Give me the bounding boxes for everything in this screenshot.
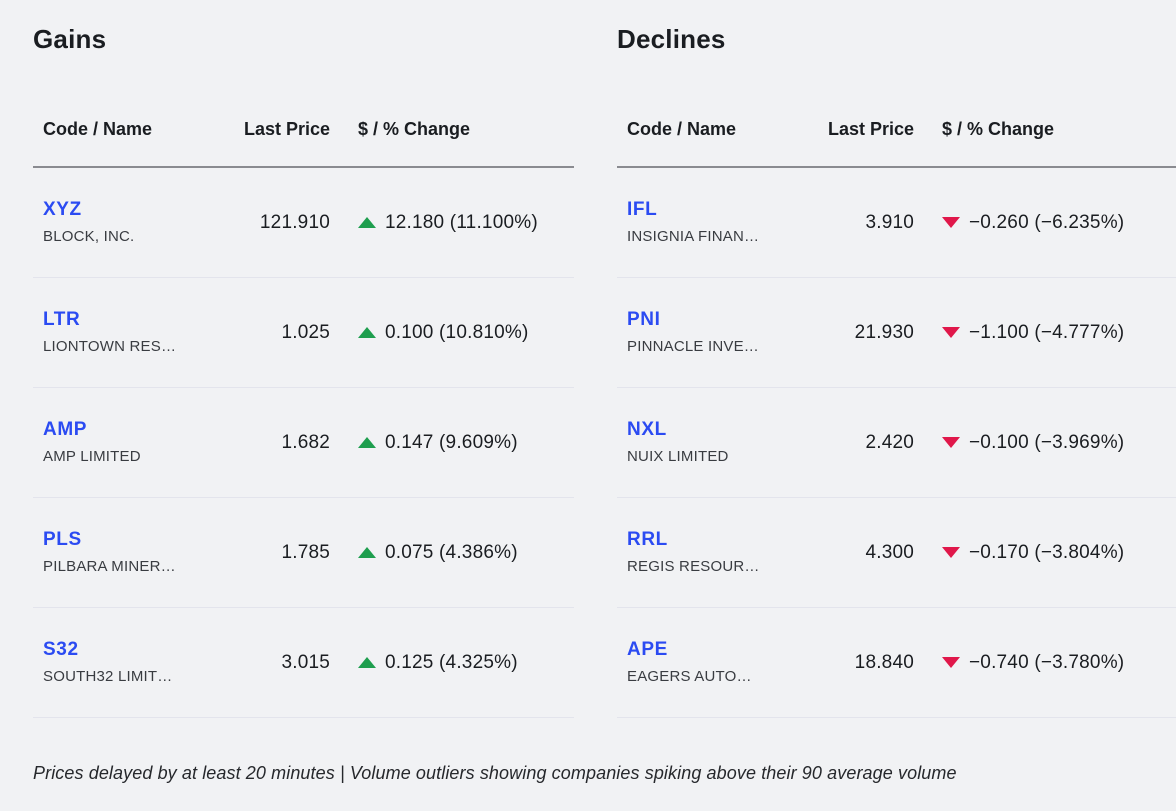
- last-price-value: 1.682: [281, 431, 330, 453]
- declines-column-headers: Code / Name Last Price $ / % Change: [617, 119, 1176, 169]
- ticker-code-link[interactable]: APE: [627, 639, 668, 661]
- column-header-last-price: Last Price: [827, 119, 914, 140]
- triangle-up-icon: [358, 327, 376, 339]
- triangle-up-icon: [358, 547, 376, 559]
- company-name: AMP LIMITED: [43, 448, 141, 466]
- last-price-value: 18.840: [854, 651, 914, 673]
- ticker-code-link[interactable]: AMP: [43, 419, 88, 441]
- triangle-up-icon: [358, 657, 376, 669]
- table-row[interactable]: XYZ BLOCK, INC. 121.910 12.180 (11.100%): [33, 168, 574, 279]
- triangle-down-icon: [942, 657, 960, 669]
- gains-table: Gains Code / Name Last Price $ / % Chang…: [33, 0, 574, 719]
- company-name: REGIS RESOUR…: [627, 558, 760, 576]
- company-name: PILBARA MINER…: [43, 558, 176, 576]
- last-price-value: 121.910: [259, 211, 330, 233]
- change-cell: 12.180 (11.100%): [330, 212, 574, 234]
- change-value: −1.100 (−4.777%): [969, 321, 1125, 343]
- company-name: LIONTOWN RES…: [43, 338, 177, 356]
- ticker-code-link[interactable]: S32: [43, 639, 79, 661]
- company-name: BLOCK, INC.: [43, 228, 135, 246]
- change-cell: −0.740 (−3.780%): [914, 652, 1176, 674]
- change-value: −0.740 (−3.780%): [969, 651, 1125, 673]
- gains-column-headers: Code / Name Last Price $ / % Change: [33, 119, 574, 169]
- column-header-code-name: Code / Name: [627, 119, 737, 140]
- ticker-code-link[interactable]: RRL: [627, 529, 668, 551]
- change-value: 0.075 (4.386%): [385, 541, 518, 563]
- ticker-code-link[interactable]: LTR: [43, 309, 81, 331]
- change-value: 0.147 (9.609%): [385, 431, 518, 453]
- change-value: 12.180 (11.100%): [385, 211, 538, 233]
- table-row[interactable]: PLS PILBARA MINER… 1.785 0.075 (4.386%): [33, 498, 574, 609]
- column-header-change: $ / % Change: [358, 119, 471, 140]
- change-cell: 0.147 (9.609%): [330, 432, 574, 454]
- last-price-value: 1.025: [281, 321, 330, 343]
- triangle-up-icon: [358, 217, 376, 229]
- table-row[interactable]: IFL INSIGNIA FINAN… 3.910 −0.260 (−6.235…: [617, 168, 1176, 279]
- change-cell: 0.100 (10.810%): [330, 322, 574, 344]
- triangle-up-icon: [358, 437, 376, 449]
- gains-title: Gains: [33, 24, 107, 54]
- column-header-last-price: Last Price: [243, 119, 330, 140]
- triangle-down-icon: [942, 327, 960, 339]
- change-value: −0.260 (−6.235%): [969, 211, 1125, 233]
- last-price-value: 21.930: [854, 321, 914, 343]
- ticker-code-link[interactable]: IFL: [627, 199, 658, 221]
- ticker-code-link[interactable]: PLS: [43, 529, 82, 551]
- last-price-value: 3.015: [281, 651, 330, 673]
- table-row[interactable]: PNI PINNACLE INVE… 21.930 −1.100 (−4.777…: [617, 278, 1176, 389]
- change-cell: 0.125 (4.325%): [330, 652, 574, 674]
- triangle-down-icon: [942, 217, 960, 229]
- triangle-down-icon: [942, 547, 960, 559]
- ticker-code-link[interactable]: XYZ: [43, 199, 82, 221]
- last-price-value: 1.785: [281, 541, 330, 563]
- change-cell: −1.100 (−4.777%): [914, 322, 1176, 344]
- table-row[interactable]: RRL REGIS RESOUR… 4.300 −0.170 (−3.804%): [617, 498, 1176, 609]
- change-value: 0.100 (10.810%): [385, 321, 529, 343]
- market-movers-widget: Gains Code / Name Last Price $ / % Chang…: [33, 0, 1176, 719]
- table-row[interactable]: S32 SOUTH32 LIMIT… 3.015 0.125 (4.325%): [33, 608, 574, 719]
- last-price-value: 4.300: [865, 541, 914, 563]
- ticker-code-link[interactable]: NXL: [627, 419, 667, 441]
- change-value: −0.170 (−3.804%): [969, 541, 1125, 563]
- table-row[interactable]: APE EAGERS AUTO… 18.840 −0.740 (−3.780%): [617, 608, 1176, 719]
- ticker-code-link[interactable]: PNI: [627, 309, 661, 331]
- company-name: SOUTH32 LIMIT…: [43, 668, 173, 686]
- table-row[interactable]: AMP AMP LIMITED 1.682 0.147 (9.609%): [33, 388, 574, 499]
- declines-table: Declines Code / Name Last Price $ / % Ch…: [617, 0, 1176, 719]
- last-price-value: 3.910: [865, 211, 914, 233]
- table-row[interactable]: NXL NUIX LIMITED 2.420 −0.100 (−3.969%): [617, 388, 1176, 499]
- change-cell: −0.260 (−6.235%): [914, 212, 1176, 234]
- last-price-value: 2.420: [865, 431, 914, 453]
- change-value: 0.125 (4.325%): [385, 651, 518, 673]
- change-cell: 0.075 (4.386%): [330, 542, 574, 564]
- change-cell: −0.100 (−3.969%): [914, 432, 1176, 454]
- company-name: INSIGNIA FINAN…: [627, 228, 760, 246]
- disclaimer-text: Prices delayed by at least 20 minutes | …: [33, 763, 957, 784]
- change-cell: −0.170 (−3.804%): [914, 542, 1176, 564]
- company-name: NUIX LIMITED: [627, 448, 729, 466]
- triangle-down-icon: [942, 437, 960, 449]
- column-header-code-name: Code / Name: [43, 119, 153, 140]
- company-name: EAGERS AUTO…: [627, 668, 752, 686]
- company-name: PINNACLE INVE…: [627, 338, 759, 356]
- declines-title: Declines: [617, 24, 726, 54]
- table-row[interactable]: LTR LIONTOWN RES… 1.025 0.100 (10.810%): [33, 278, 574, 389]
- change-value: −0.100 (−3.969%): [969, 431, 1125, 453]
- column-header-change: $ / % Change: [942, 119, 1055, 140]
